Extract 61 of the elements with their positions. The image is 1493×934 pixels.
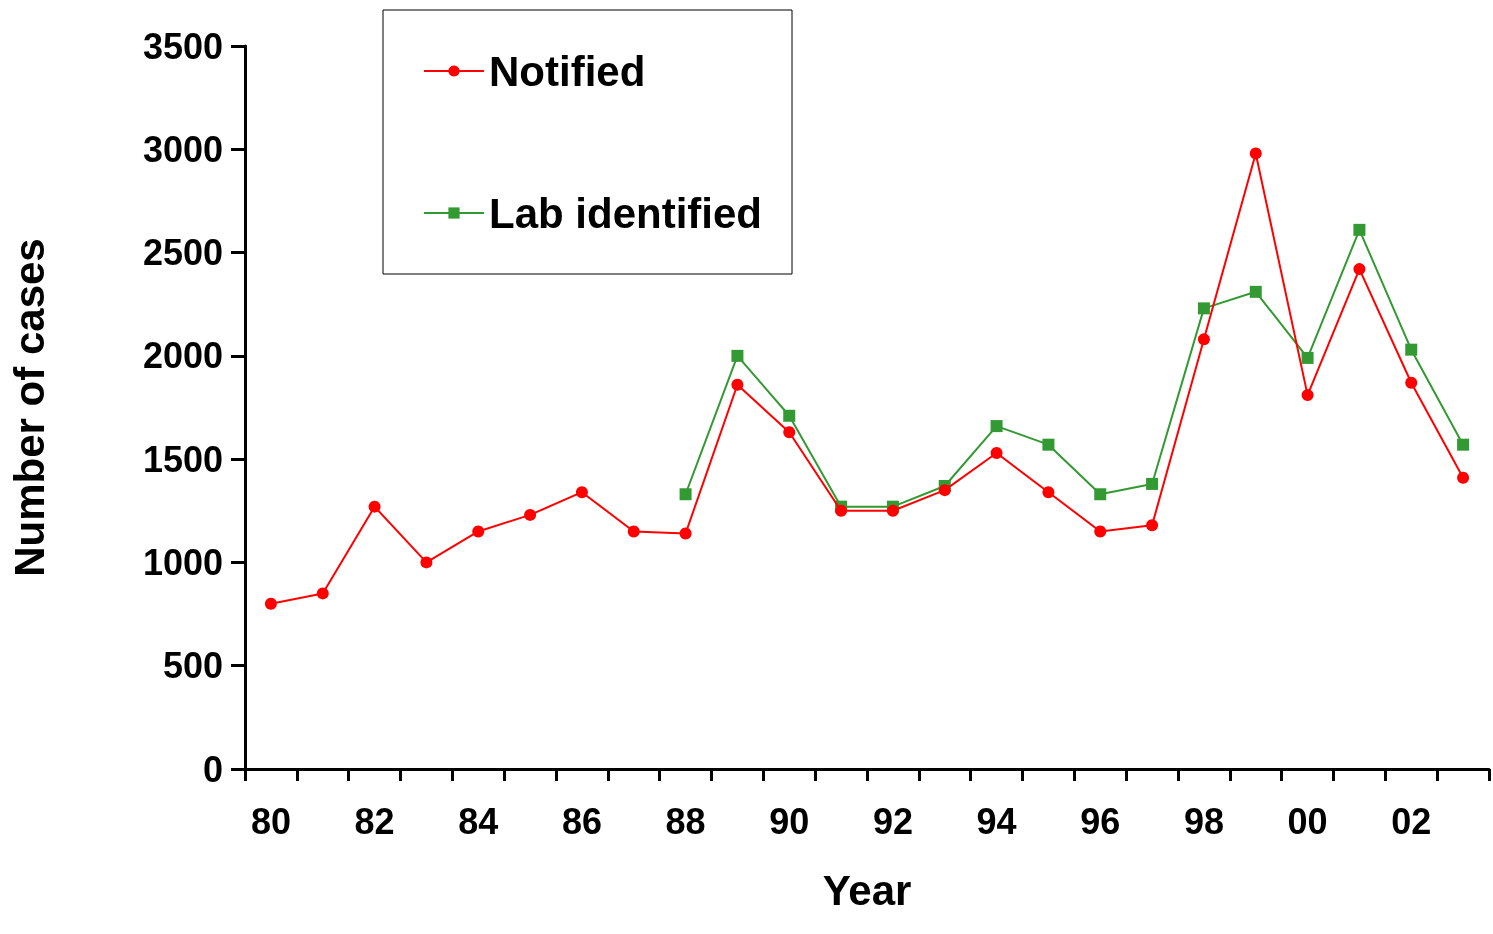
point xyxy=(1249,147,1262,160)
point xyxy=(886,504,899,517)
point xyxy=(1042,486,1055,499)
x-tick-label: 98 xyxy=(1183,800,1224,842)
y-tick-label: 2000 xyxy=(142,335,223,377)
x-tick-label: 02 xyxy=(1391,800,1432,842)
point xyxy=(783,426,796,439)
x-tick-label: 00 xyxy=(1287,800,1328,842)
point xyxy=(316,587,329,600)
point xyxy=(1457,438,1470,451)
x-tick-label: 96 xyxy=(1080,800,1121,842)
point xyxy=(1405,376,1418,389)
x-tick-label: 86 xyxy=(561,800,602,842)
point xyxy=(368,500,381,513)
x-tick-label: 90 xyxy=(769,800,810,842)
y-tick-label: 1500 xyxy=(142,438,223,480)
point xyxy=(783,409,796,422)
point xyxy=(1249,285,1262,298)
x-tick-label: 94 xyxy=(976,800,1017,842)
legend-label: Lab identified xyxy=(489,189,762,237)
point xyxy=(1094,525,1107,538)
x-tick-label: 82 xyxy=(354,800,395,842)
point xyxy=(1042,438,1055,451)
point xyxy=(990,446,1003,459)
point xyxy=(575,486,588,499)
point xyxy=(1405,343,1418,356)
point xyxy=(472,525,485,538)
point xyxy=(1146,477,1159,490)
point xyxy=(1353,263,1366,276)
y-axis-title: Number of cases xyxy=(5,238,53,577)
point xyxy=(679,527,692,540)
point xyxy=(990,420,1003,433)
x-tick-label: 88 xyxy=(665,800,706,842)
x-tick-label: 84 xyxy=(458,800,499,842)
point xyxy=(627,525,640,538)
point xyxy=(731,378,744,391)
point xyxy=(264,597,277,610)
point xyxy=(679,488,692,501)
point xyxy=(1146,519,1159,532)
x-axis-title: Year xyxy=(822,866,912,914)
point xyxy=(1197,302,1210,315)
point xyxy=(1301,389,1314,402)
y-tick-label: 1000 xyxy=(142,541,223,583)
y-tick-label: 3500 xyxy=(142,25,223,67)
x-tick-label: 92 xyxy=(872,800,913,842)
y-tick-label: 3000 xyxy=(142,128,223,170)
point xyxy=(1457,471,1470,484)
y-tick-label: 2500 xyxy=(142,232,223,274)
point xyxy=(938,484,951,497)
legend-label: Notified xyxy=(489,47,646,95)
point xyxy=(1301,351,1314,364)
y-tick-label: 0 xyxy=(202,748,223,790)
y-tick-label: 500 xyxy=(162,645,223,687)
point xyxy=(731,349,744,362)
point xyxy=(835,504,848,517)
x-tick-label: 80 xyxy=(250,800,291,842)
point xyxy=(1353,223,1366,236)
point xyxy=(524,508,537,521)
point xyxy=(1197,333,1210,346)
point xyxy=(1094,488,1107,501)
point xyxy=(420,556,433,569)
